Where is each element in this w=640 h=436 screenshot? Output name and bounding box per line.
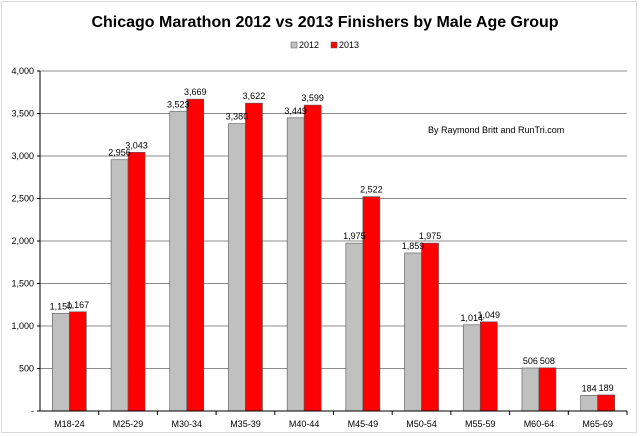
data-label-2012-M45-49: 1,975	[343, 231, 366, 241]
bar-2012-M40-44	[286, 117, 305, 412]
bar-2012-M50-54	[404, 252, 422, 412]
x-category-label: M40-44	[289, 419, 320, 429]
x-category-label: M60-64	[524, 419, 555, 429]
y-tick-label: -	[31, 406, 34, 416]
chart-annotation: By Raymond Britt and RunTri.com	[428, 125, 564, 135]
data-label-2013-M30-34: 3,669	[184, 87, 207, 97]
y-tick-label: 1,500	[11, 279, 34, 289]
chart-title: Chicago Marathon 2012 vs 2013 Finishers …	[91, 14, 558, 31]
legend-swatch-2012	[290, 41, 298, 49]
bar-2012-M60-64	[521, 367, 540, 412]
y-tick-label: 2,000	[11, 236, 34, 246]
data-label-2012-M35-39: 3,380	[226, 112, 249, 122]
data-label-2013-M45-49: 2,522	[360, 185, 383, 195]
bar-2013-M18-24	[69, 311, 87, 412]
y-tick-label: 4,000	[11, 66, 34, 76]
x-category-label: M35-39	[230, 419, 261, 429]
x-category-label: M55-59	[465, 419, 496, 429]
bar-2013-M65-69	[597, 394, 615, 412]
bar-2013-M50-54	[421, 242, 439, 412]
y-tick-label: 1,000	[11, 321, 34, 331]
data-label-2012-M60-64: 506	[523, 356, 538, 366]
legend-label-2013: 2013	[339, 40, 359, 50]
data-label-2012-M65-69: 184	[582, 383, 597, 393]
data-label-2012-M30-34: 3,523	[167, 100, 190, 110]
bar-2013-M40-44	[303, 104, 322, 412]
data-label-2012-M55-59: 1,014	[460, 313, 483, 323]
x-category-label: M50-54	[406, 419, 437, 429]
y-axis: - 500 1,000 1,500 2,000 2,500 3,000 3,500 4,000	[11, 66, 41, 416]
data-label-2013-M55-59: 1,049	[477, 310, 500, 320]
bar-2013-M30-34	[186, 98, 205, 412]
data-label-2013-M60-64: 508	[540, 356, 555, 366]
data-label-2012-M18-24: 1,150	[50, 301, 73, 311]
bar-2012-M65-69	[580, 395, 598, 412]
bar-2012-M35-39	[228, 123, 246, 412]
data-label-2012-M25-29: 2,956	[108, 148, 131, 158]
bar-2013-M45-49	[362, 196, 381, 412]
bar-2012-M18-24	[52, 312, 70, 412]
legend: 2012 2013	[290, 40, 359, 50]
bar-2012-M30-34	[169, 111, 188, 412]
y-tick-label: 3,000	[11, 151, 34, 161]
y-tick-label: 500	[19, 364, 34, 374]
y-tick-label: 3,500	[11, 109, 34, 119]
x-category-label: M45-49	[348, 419, 379, 429]
legend-label-2012: 2012	[299, 40, 319, 50]
data-label-2013-M18-24: 1,167	[67, 300, 90, 310]
x-category-label: M30-34	[171, 419, 202, 429]
data-label-2012-M50-54: 1,859	[402, 241, 425, 251]
y-tick-label: 2,500	[11, 194, 34, 204]
bar-2012-M45-49	[345, 242, 364, 412]
data-label-2013-M35-39: 3,622	[243, 91, 266, 101]
bar-2013-M25-29	[127, 152, 146, 412]
bar-2012-M25-29	[110, 159, 129, 412]
x-category-label: M25-29	[113, 419, 144, 429]
bars	[52, 98, 615, 412]
bar-2013-M55-59	[479, 321, 498, 412]
legend-swatch-2013	[330, 41, 338, 49]
bar-2013-M60-64	[538, 367, 557, 412]
data-label-2013-M25-29: 3,043	[125, 140, 148, 150]
data-label-2012-M40-44: 3,449	[284, 106, 307, 116]
x-axis: M18-24 M25-29 M30-34 M35-39 M40-44 M45-49 M50-…	[40, 410, 628, 429]
bar-2013-M35-39	[245, 102, 263, 412]
data-label-2013-M40-44: 3,599	[301, 93, 324, 103]
data-label-2013-M65-69: 189	[599, 383, 614, 393]
x-category-label: M65-69	[582, 419, 613, 429]
bar-2012-M55-59	[462, 324, 481, 412]
x-category-label: M18-24	[54, 419, 85, 429]
data-label-2013-M50-54: 1,975	[419, 231, 442, 241]
